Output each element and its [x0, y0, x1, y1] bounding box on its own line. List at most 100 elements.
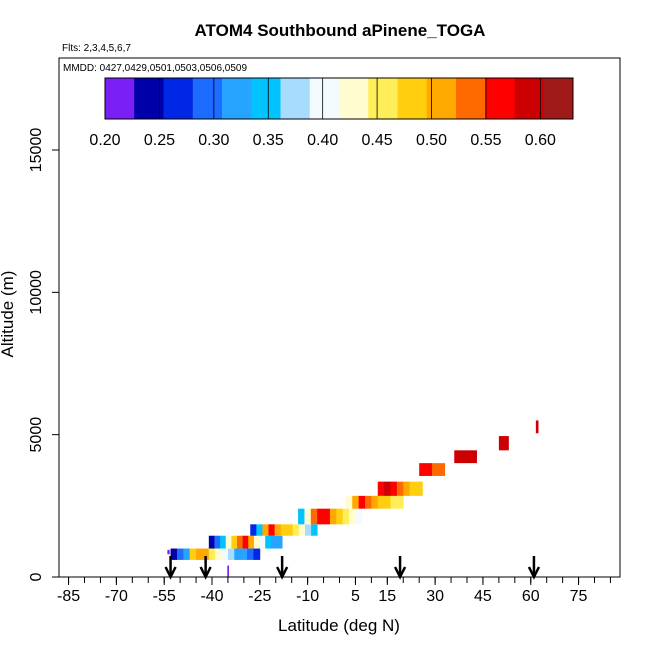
- data-cell: [416, 481, 423, 496]
- data-cell: [396, 495, 404, 509]
- x-tick-label: 30: [426, 588, 444, 605]
- data-cell: [371, 495, 379, 509]
- colorbar-swatch: [339, 78, 369, 119]
- colorbar-tick-label: 0.25: [144, 132, 175, 149]
- data-cell: [270, 535, 277, 549]
- x-tick-label: -25: [248, 588, 271, 605]
- data-cell: [305, 524, 312, 536]
- data-cell: [419, 463, 426, 476]
- data-cell: [535, 420, 539, 434]
- colorbar-swatch: [163, 78, 194, 119]
- data-cell: [253, 548, 261, 560]
- data-cell: [349, 508, 356, 525]
- colorbar-tick-label: 0.30: [198, 132, 229, 149]
- data-cell: [240, 548, 248, 560]
- data-cell: [208, 535, 215, 549]
- data-cell: [167, 549, 170, 555]
- colorbar-swatch: [309, 78, 340, 119]
- x-tick-label: -70: [105, 588, 128, 605]
- data-cell: [329, 508, 337, 525]
- colorbar-swatch: [514, 78, 545, 119]
- colorbar-tick-label: 0.60: [525, 132, 556, 149]
- data-cell: [237, 535, 244, 549]
- data-cell: [280, 524, 288, 536]
- data-cell: [461, 450, 470, 464]
- data-cell: [358, 495, 366, 509]
- y-axis: 0 5000 10000 15000: [28, 128, 60, 581]
- data-cell: [253, 535, 260, 549]
- colorbar-frame: [104, 77, 574, 120]
- data-cell: [276, 535, 283, 549]
- data-cell: [242, 535, 249, 549]
- data-cell: [247, 548, 254, 560]
- data-cell: [250, 524, 257, 536]
- colorbar-swatch: [251, 78, 281, 119]
- x-axis: -85 -70 -55 -40 -25 -10 5 15 30 45 60 75: [57, 577, 611, 605]
- data-cell: [298, 508, 305, 525]
- data-cell: [298, 524, 306, 536]
- dates-label: MMDD: 0427,0429,0501,0503,0506,0509: [63, 63, 247, 74]
- y-tick-label: 10000: [28, 270, 45, 315]
- data-cell: [336, 508, 344, 525]
- data-cell: [292, 524, 300, 536]
- data-cell: [317, 508, 324, 525]
- data-cell: [396, 481, 404, 496]
- y-tick-label: 5000: [28, 417, 45, 453]
- data-cell: [214, 535, 221, 549]
- data-cell: [377, 495, 385, 509]
- data-cell: [377, 481, 385, 496]
- x-tick-label: 45: [474, 588, 492, 605]
- data-cell: [189, 548, 197, 560]
- data-cell: [231, 535, 238, 549]
- y-axis-label: Altitude (m): [0, 271, 17, 358]
- data-cell: [234, 548, 242, 560]
- data-cell: [384, 481, 391, 496]
- chart-title: ATOM4 Southbound aPinene_TOGA: [195, 21, 486, 40]
- data-cell: [208, 548, 216, 560]
- data-cell: [248, 535, 255, 549]
- data-cell: [469, 450, 477, 464]
- x-tick-label: 75: [570, 588, 588, 605]
- data-cell: [262, 524, 269, 536]
- colorbar-swatch: [192, 78, 223, 119]
- data-cell: [170, 548, 178, 560]
- colorbar: 0.20 0.25 0.30 0.35 0.40 0.45 0.50 0.55 0.60: [89, 77, 574, 149]
- colorbar-tick-label: 0.50: [416, 132, 447, 149]
- data-cell: [355, 508, 363, 525]
- colorbar-tick-label: 0.45: [362, 132, 393, 149]
- colorbar-swatch: [280, 78, 311, 119]
- data-cell: [390, 481, 398, 496]
- arrow-marker: [527, 556, 541, 580]
- data-cell: [438, 463, 446, 476]
- data-cell: [425, 463, 433, 476]
- data-cell: [409, 481, 417, 496]
- arrow-marker: [276, 556, 289, 580]
- data-cell: [220, 535, 227, 549]
- data-cell: [390, 495, 398, 509]
- colorbar-swatch: [456, 78, 486, 119]
- data-segments: [167, 420, 539, 577]
- data-cell: [311, 524, 318, 536]
- colorbar-tick-label: 0.55: [470, 132, 501, 149]
- data-cell: [183, 548, 191, 560]
- x-tick-label: 15: [378, 588, 396, 605]
- colorbar-tick-label: 0.40: [307, 132, 338, 149]
- colorbar-swatch: [368, 78, 398, 119]
- colorbar-tick-label: 0.35: [253, 132, 284, 149]
- y-tick-label: 15000: [28, 128, 45, 173]
- colorbar-swatch: [105, 78, 135, 119]
- data-cell: [202, 548, 210, 560]
- colorbar-swatch: [222, 78, 252, 119]
- data-cell: [227, 565, 229, 577]
- x-tick-label: -85: [57, 588, 80, 605]
- data-cell: [498, 436, 509, 451]
- data-cell: [352, 495, 360, 509]
- data-cell: [365, 495, 372, 509]
- colorbar-swatch: [543, 78, 574, 119]
- colorbar-swatch: [485, 78, 515, 119]
- data-cell: [431, 463, 439, 476]
- data-cell: [345, 495, 353, 509]
- data-cell: [196, 548, 203, 560]
- data-cell: [176, 548, 184, 560]
